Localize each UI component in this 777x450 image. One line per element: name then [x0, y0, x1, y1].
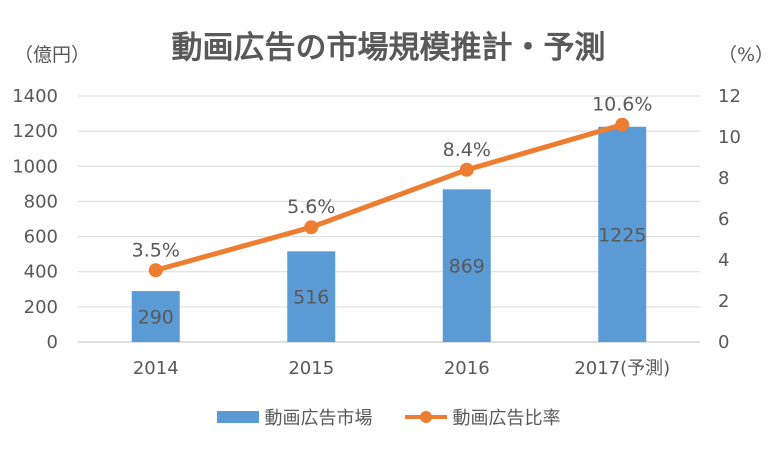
left-tick-label: 200	[24, 297, 58, 318]
bar-data-label: 290	[138, 307, 174, 329]
x-tick-label: 2015	[288, 358, 334, 379]
line-point	[615, 117, 630, 132]
legend-line-swatch	[404, 411, 447, 423]
line-data-label: 8.4%	[443, 139, 491, 161]
right-tick-label: 6	[718, 209, 729, 230]
line-data-label: 10.6%	[592, 94, 652, 116]
bar	[131, 291, 180, 342]
legend: 動画広告市場 動画広告比率	[0, 404, 777, 430]
legend-item-line: 動画広告比率	[404, 404, 561, 430]
legend-item-bar: 動画広告市場	[216, 404, 373, 430]
left-tick-label: 0	[47, 332, 58, 353]
line-point	[459, 162, 474, 177]
left-tick-label: 1200	[12, 121, 58, 142]
legend-bar-swatch	[216, 411, 259, 423]
right-axis-unit: （%）	[718, 44, 775, 66]
left-tick-label: 1400	[12, 86, 58, 107]
left-tick-label: 1000	[12, 156, 58, 177]
left-tick-label: 800	[24, 191, 58, 212]
line-data-label: 5.6%	[287, 196, 335, 218]
x-tick-label: 2016	[444, 358, 490, 379]
left-tick-label: 600	[24, 227, 58, 248]
x-tick-label: 2017(予測)	[574, 358, 670, 379]
right-tick-label: 8	[718, 168, 729, 189]
bar	[598, 126, 647, 342]
right-tick-label: 10	[718, 127, 741, 148]
chart-title: 動画広告の市場規模推計・予測	[171, 30, 606, 66]
right-tick-label: 4	[718, 250, 729, 271]
line-point	[148, 263, 163, 278]
bar-data-label: 516	[293, 287, 329, 309]
left-axis-unit: （億円）	[14, 44, 91, 66]
line-series	[153, 122, 625, 273]
bar-data-label: 1225	[598, 224, 646, 246]
right-tick-label: 12	[718, 86, 741, 107]
right-tick-label: 0	[718, 332, 729, 353]
bar	[442, 189, 491, 342]
left-tick-label: 400	[24, 262, 58, 283]
legend-line-label: 動画広告比率	[452, 408, 561, 429]
line-point	[304, 220, 319, 235]
right-tick-label: 2	[718, 291, 729, 312]
bar	[287, 251, 336, 342]
x-tick-label: 2014	[133, 358, 179, 379]
bar-data-label: 869	[449, 256, 485, 278]
legend-bar-label: 動画広告市場	[264, 408, 373, 429]
line-data-label: 3.5%	[132, 239, 180, 261]
